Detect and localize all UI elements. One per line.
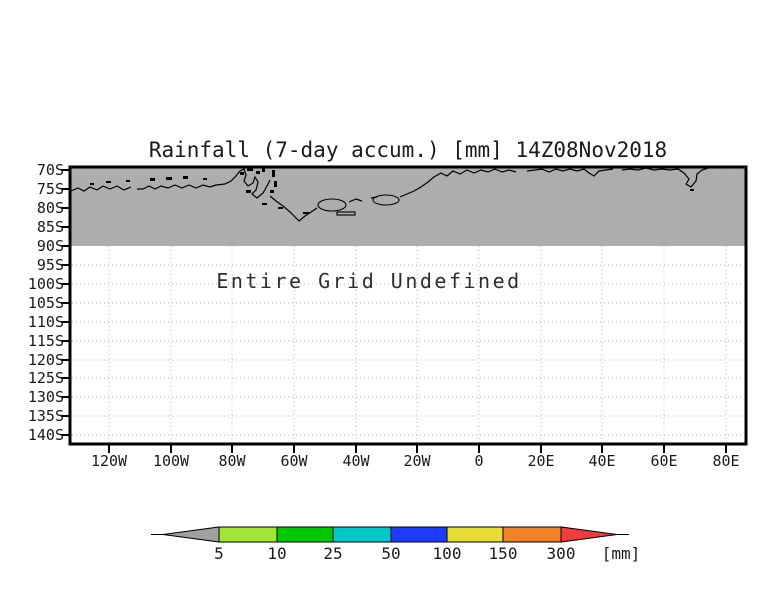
x-axis-label: 40E	[588, 452, 615, 470]
plot-title: Rainfall (7-day accum.) [mm] 14Z08Nov201…	[149, 138, 667, 162]
undefined-grid-annotation: Entire Grid Undefined	[216, 269, 521, 293]
gridlines	[72, 246, 744, 443]
colorbar-value: 300	[547, 544, 576, 563]
colorbar-value: 150	[489, 544, 518, 563]
colorbar-left-arrow	[162, 526, 220, 543]
y-axis-label: 110S	[28, 313, 64, 331]
colorbar-right-arrow	[560, 526, 618, 543]
colorbar-unit-label: [mm]	[602, 544, 641, 563]
y-axis-label: 130S	[28, 388, 64, 406]
y-axis-label: 125S	[28, 369, 64, 387]
y-axis-label: 95S	[37, 256, 64, 274]
land-shade-region	[71, 168, 745, 246]
x-axis-label: 40W	[342, 452, 370, 470]
y-axis-label: 80S	[37, 199, 64, 217]
colorbar-value: 5	[214, 544, 224, 563]
x-axis-label: 0	[474, 452, 483, 470]
colorbar-value: 50	[381, 544, 400, 563]
y-axis-label: 105S	[28, 294, 64, 312]
colorbar-value: 100	[433, 544, 462, 563]
x-axis-label: 100W	[153, 452, 190, 470]
x-axis-ticks	[108, 444, 727, 453]
y-axis-label: 115S	[28, 332, 64, 350]
x-axis-label: 80W	[218, 452, 246, 470]
coastline	[70, 166, 746, 222]
y-axis-label: 85S	[37, 218, 64, 236]
colorbar-segment	[276, 526, 334, 543]
y-axis-labels: 70S 75S 80S 85S 90S 95S 100S 105S 110S 1…	[28, 161, 64, 444]
colorbar-segment	[446, 526, 504, 543]
y-axis-label: 75S	[37, 180, 64, 198]
y-axis-label: 120S	[28, 351, 64, 369]
y-axis-label: 140S	[28, 426, 64, 444]
x-axis-label: 80E	[712, 452, 739, 470]
x-axis-label: 120W	[91, 452, 128, 470]
y-axis-label: 100S	[28, 275, 64, 293]
x-axis-label: 60E	[650, 452, 677, 470]
colorbar-segment	[218, 526, 278, 543]
colorbar-value: 10	[267, 544, 286, 563]
x-axis-label: 60W	[280, 452, 308, 470]
y-axis-label: 135S	[28, 407, 64, 425]
colorbar-segment	[502, 526, 562, 543]
colorbar-segment	[332, 526, 392, 543]
x-axis-labels: 120W 100W 80W 60W 40W 20W 0 20E 40E 60E …	[91, 452, 740, 470]
x-axis-label: 20E	[527, 452, 554, 470]
y-axis-label: 70S	[37, 161, 64, 179]
colorbar-segment	[390, 526, 448, 543]
colorbar: 5 10 25 50 100 150 300 [mm]	[151, 526, 641, 563]
map-frame	[68, 165, 748, 446]
x-axis-label: 20W	[403, 452, 431, 470]
colorbar-value: 25	[323, 544, 342, 563]
y-axis-label: 90S	[37, 237, 64, 255]
y-axis-ticks	[61, 169, 70, 436]
